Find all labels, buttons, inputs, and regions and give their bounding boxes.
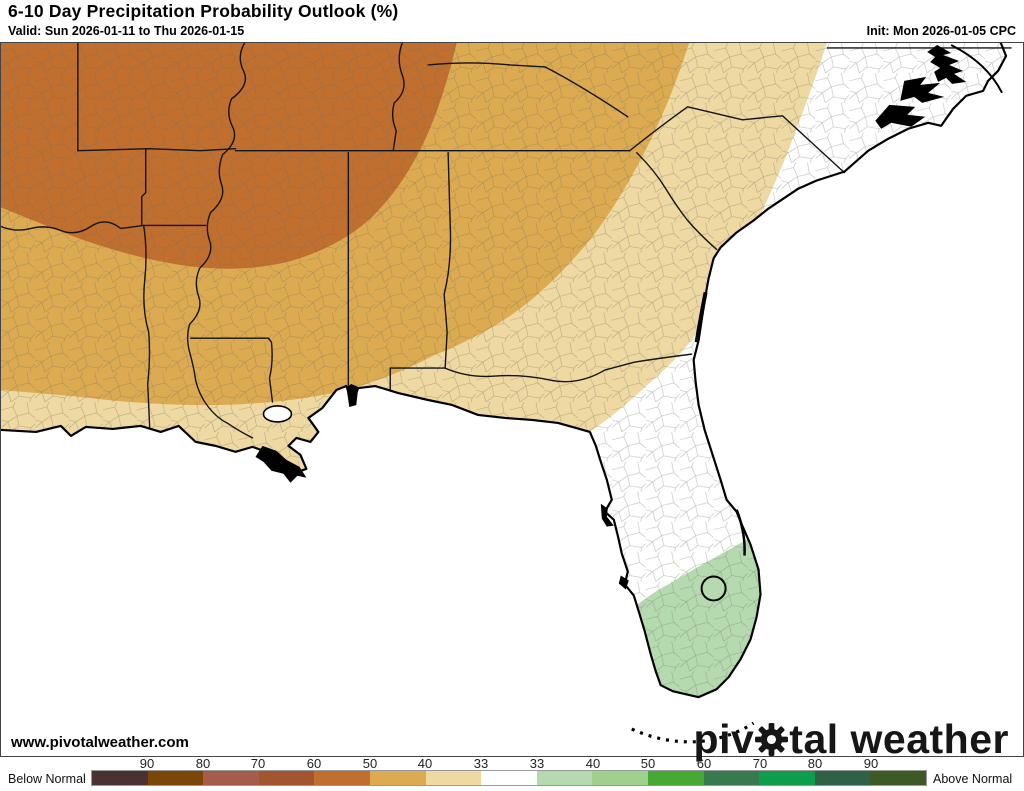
colorbar-segment [258, 771, 315, 785]
colorbar-tick: 33 [473, 756, 489, 771]
tampa-bay [600, 503, 614, 527]
mobile-bay [346, 384, 359, 407]
lake-okeechobee [700, 575, 727, 602]
mississippi-river [186, 43, 254, 439]
colorbar-segment [481, 771, 537, 785]
valid-range-label: Valid: Sun 2026-01-11 to Thu 2026-01-15 [8, 24, 245, 38]
red-river-border [1, 221, 145, 234]
header: 6-10 Day Precipitation Probability Outlo… [0, 0, 1024, 42]
colorbar-tick: 70 [752, 756, 768, 771]
gear-icon [755, 723, 789, 756]
pivotal-weather-logo: piv tal weather [694, 716, 1009, 763]
colorbar-tick: 50 [640, 756, 656, 771]
logo-text-post: tal weather [789, 716, 1009, 762]
coastline [1, 43, 1008, 699]
mississippi-delta [255, 445, 307, 483]
colorbar-segment [147, 771, 204, 785]
cape-canaveral-barrier [735, 509, 746, 556]
state-borders [1, 43, 1012, 439]
colorbar-tick: 60 [306, 756, 322, 771]
watermark: www.pivotalweather.com [3, 732, 199, 753]
outer-banks [950, 44, 1003, 94]
colorbar-segment [314, 771, 370, 785]
chesapeake-bay [927, 44, 967, 84]
colorbar-tick: 80 [807, 756, 823, 771]
colorbar-segment [536, 771, 593, 785]
savannah-river-border [636, 151, 718, 251]
colorbar: 90 80 70 60 50 40 33 33 40 50 60 70 80 9… [0, 756, 1024, 791]
above-normal-label: Above Normal [933, 772, 1013, 786]
init-time-label: Init: Mon 2026-01-05 CPC [866, 24, 1016, 38]
lake-pontchartrain [262, 405, 293, 423]
colorbar-tick: 90 [863, 756, 879, 771]
below-normal-label: Below Normal [8, 772, 86, 786]
colorbar-segment [759, 771, 815, 785]
logo-text-pre: piv [693, 716, 755, 762]
colorbar-tick: 90 [139, 756, 155, 771]
colorbar-tick: 60 [696, 756, 712, 771]
colorbar-segment [814, 771, 871, 785]
colorbar-tick: 40 [417, 756, 433, 771]
tennessee-river [391, 43, 405, 152]
colorbar-segment [92, 771, 148, 785]
colorbar-tick: 50 [362, 756, 378, 771]
colorbar-segment [703, 771, 760, 785]
map-canvas [1, 43, 1012, 744]
colorbar-segment [425, 771, 482, 785]
albemarle-sound [900, 76, 945, 103]
colorbar-tick: 70 [250, 756, 266, 771]
colorbar-tick: 80 [195, 756, 211, 771]
colorbar-segment [870, 771, 926, 785]
colorbar-tick: 33 [529, 756, 545, 771]
forecast-map: www.pivotalweather.com piv tal weather [0, 42, 1024, 762]
colorbar-segment [203, 771, 259, 785]
pamlico-sound [875, 104, 926, 129]
georgia-barrier-islands [694, 291, 708, 343]
colorbar-tick: 40 [585, 756, 601, 771]
water-features [255, 44, 967, 590]
colorbar-segment [369, 771, 426, 785]
colorbar-segment [592, 771, 648, 785]
page-title: 6-10 Day Precipitation Probability Outlo… [8, 1, 399, 21]
colorbar-segment [647, 771, 704, 785]
florida-keys [631, 721, 755, 744]
charlotte-harbor [618, 575, 629, 590]
colorbar-scale [91, 770, 927, 786]
